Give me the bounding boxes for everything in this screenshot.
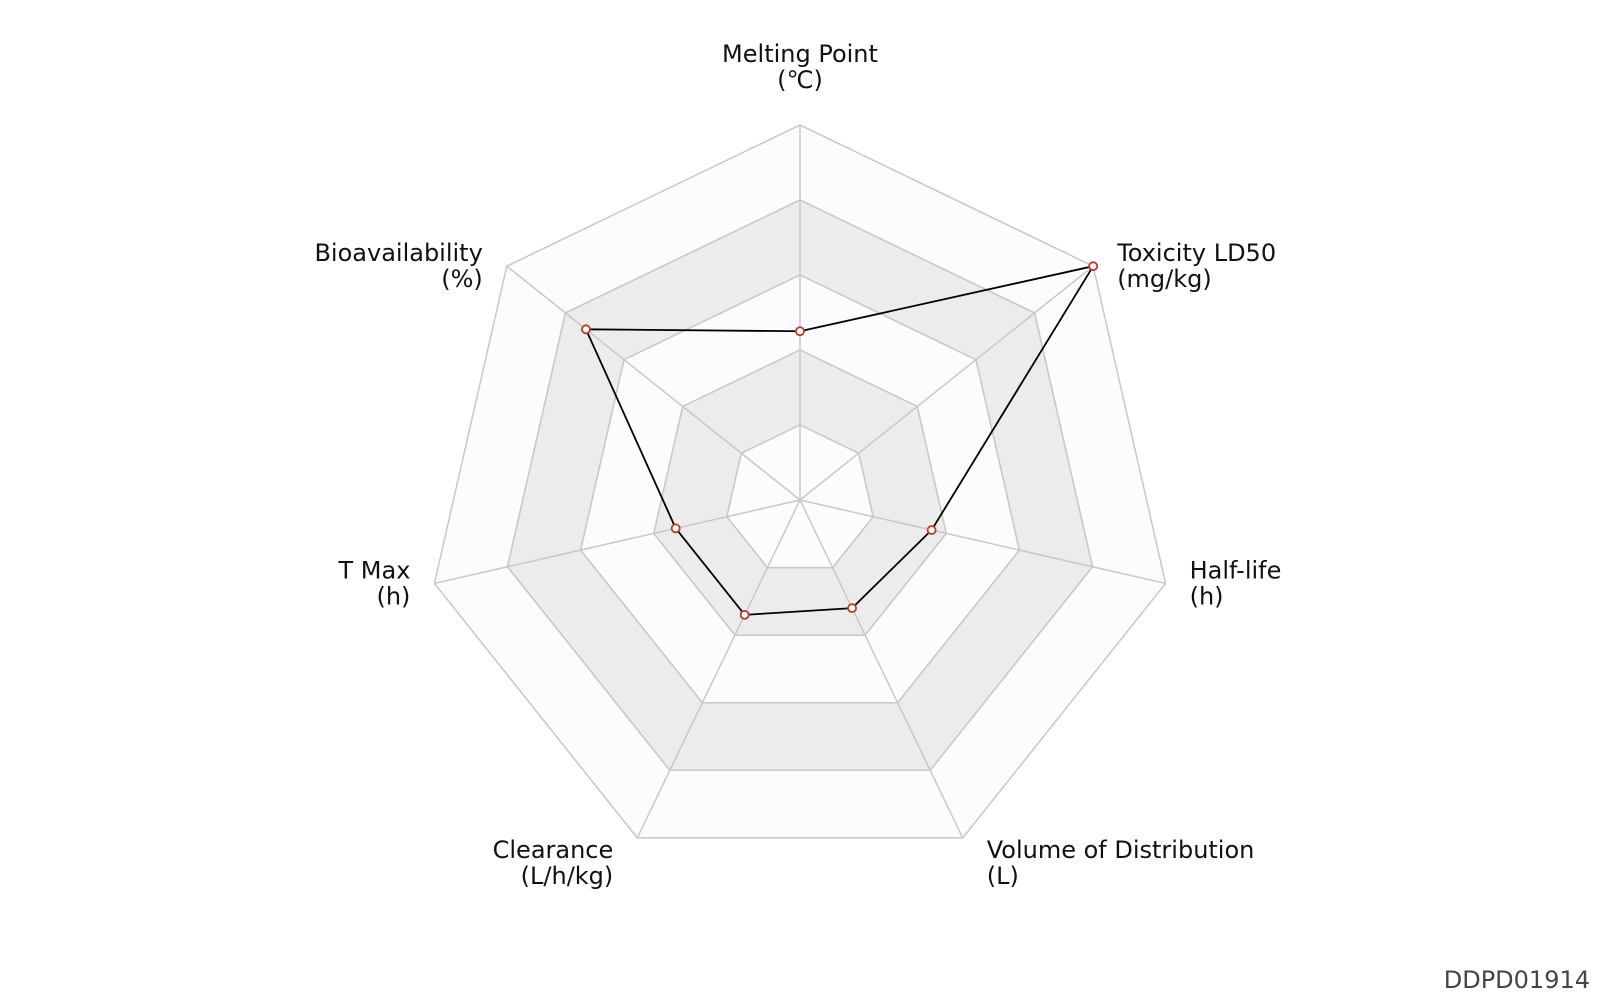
data-point-1 xyxy=(1088,261,1099,272)
axis-unit-4: (L/h/kg) xyxy=(521,862,614,890)
axis-unit-3: (L) xyxy=(987,862,1019,890)
axis-label-4: Clearance (L/h/kg) xyxy=(493,836,614,890)
spoke-4 xyxy=(636,499,801,839)
axis-name-0: Melting Point xyxy=(722,40,878,68)
axis-name-1: Toxicity LD50 xyxy=(1116,239,1276,267)
radar-series xyxy=(581,261,1099,620)
axis-name-2: Half-life xyxy=(1190,556,1282,584)
axis-unit-2: (h) xyxy=(1190,582,1224,610)
radar-grid-bands xyxy=(433,124,1167,839)
axis-label-0: Melting Point (℃) xyxy=(722,40,878,94)
data-point-0 xyxy=(795,326,805,337)
axis-name-6: Bioavailability xyxy=(314,239,482,267)
spoke-6 xyxy=(506,265,801,501)
data-point-2 xyxy=(926,525,937,535)
spoke-3 xyxy=(799,499,964,839)
axis-label-6: Bioavailability (%) xyxy=(314,239,482,293)
spoke-5 xyxy=(434,499,801,585)
axis-name-4: Clearance xyxy=(493,836,614,864)
axis-label-2: Half-life (h) xyxy=(1190,556,1282,610)
spoke-1 xyxy=(799,265,1094,501)
axis-unit-5: (h) xyxy=(376,582,410,610)
data-point-6 xyxy=(581,324,591,335)
data-point-5 xyxy=(670,523,681,534)
axis-label-3: Volume of Distribution (L) xyxy=(987,836,1255,890)
axis-labels: Melting Point (℃) Toxicity LD50 (mg/kg) Half… xyxy=(314,40,1281,890)
series-line xyxy=(585,265,1095,616)
spoke-2 xyxy=(799,499,1166,585)
radar-spokes xyxy=(434,125,1166,839)
data-point-3 xyxy=(847,603,857,614)
axis-name-3: Volume of Distribution xyxy=(987,836,1255,864)
data-point-4 xyxy=(739,609,750,620)
axis-label-5: T Max (h) xyxy=(337,556,410,610)
axis-unit-1: (mg/kg) xyxy=(1117,265,1212,293)
axis-unit-0: (℃) xyxy=(777,66,823,94)
axis-label-1: Toxicity LD50 (mg/kg) xyxy=(1116,239,1276,293)
axis-name-5: T Max xyxy=(337,556,410,584)
axis-unit-6: (%) xyxy=(441,265,483,293)
chart-id-label: DDPD01914 xyxy=(1443,966,1590,994)
